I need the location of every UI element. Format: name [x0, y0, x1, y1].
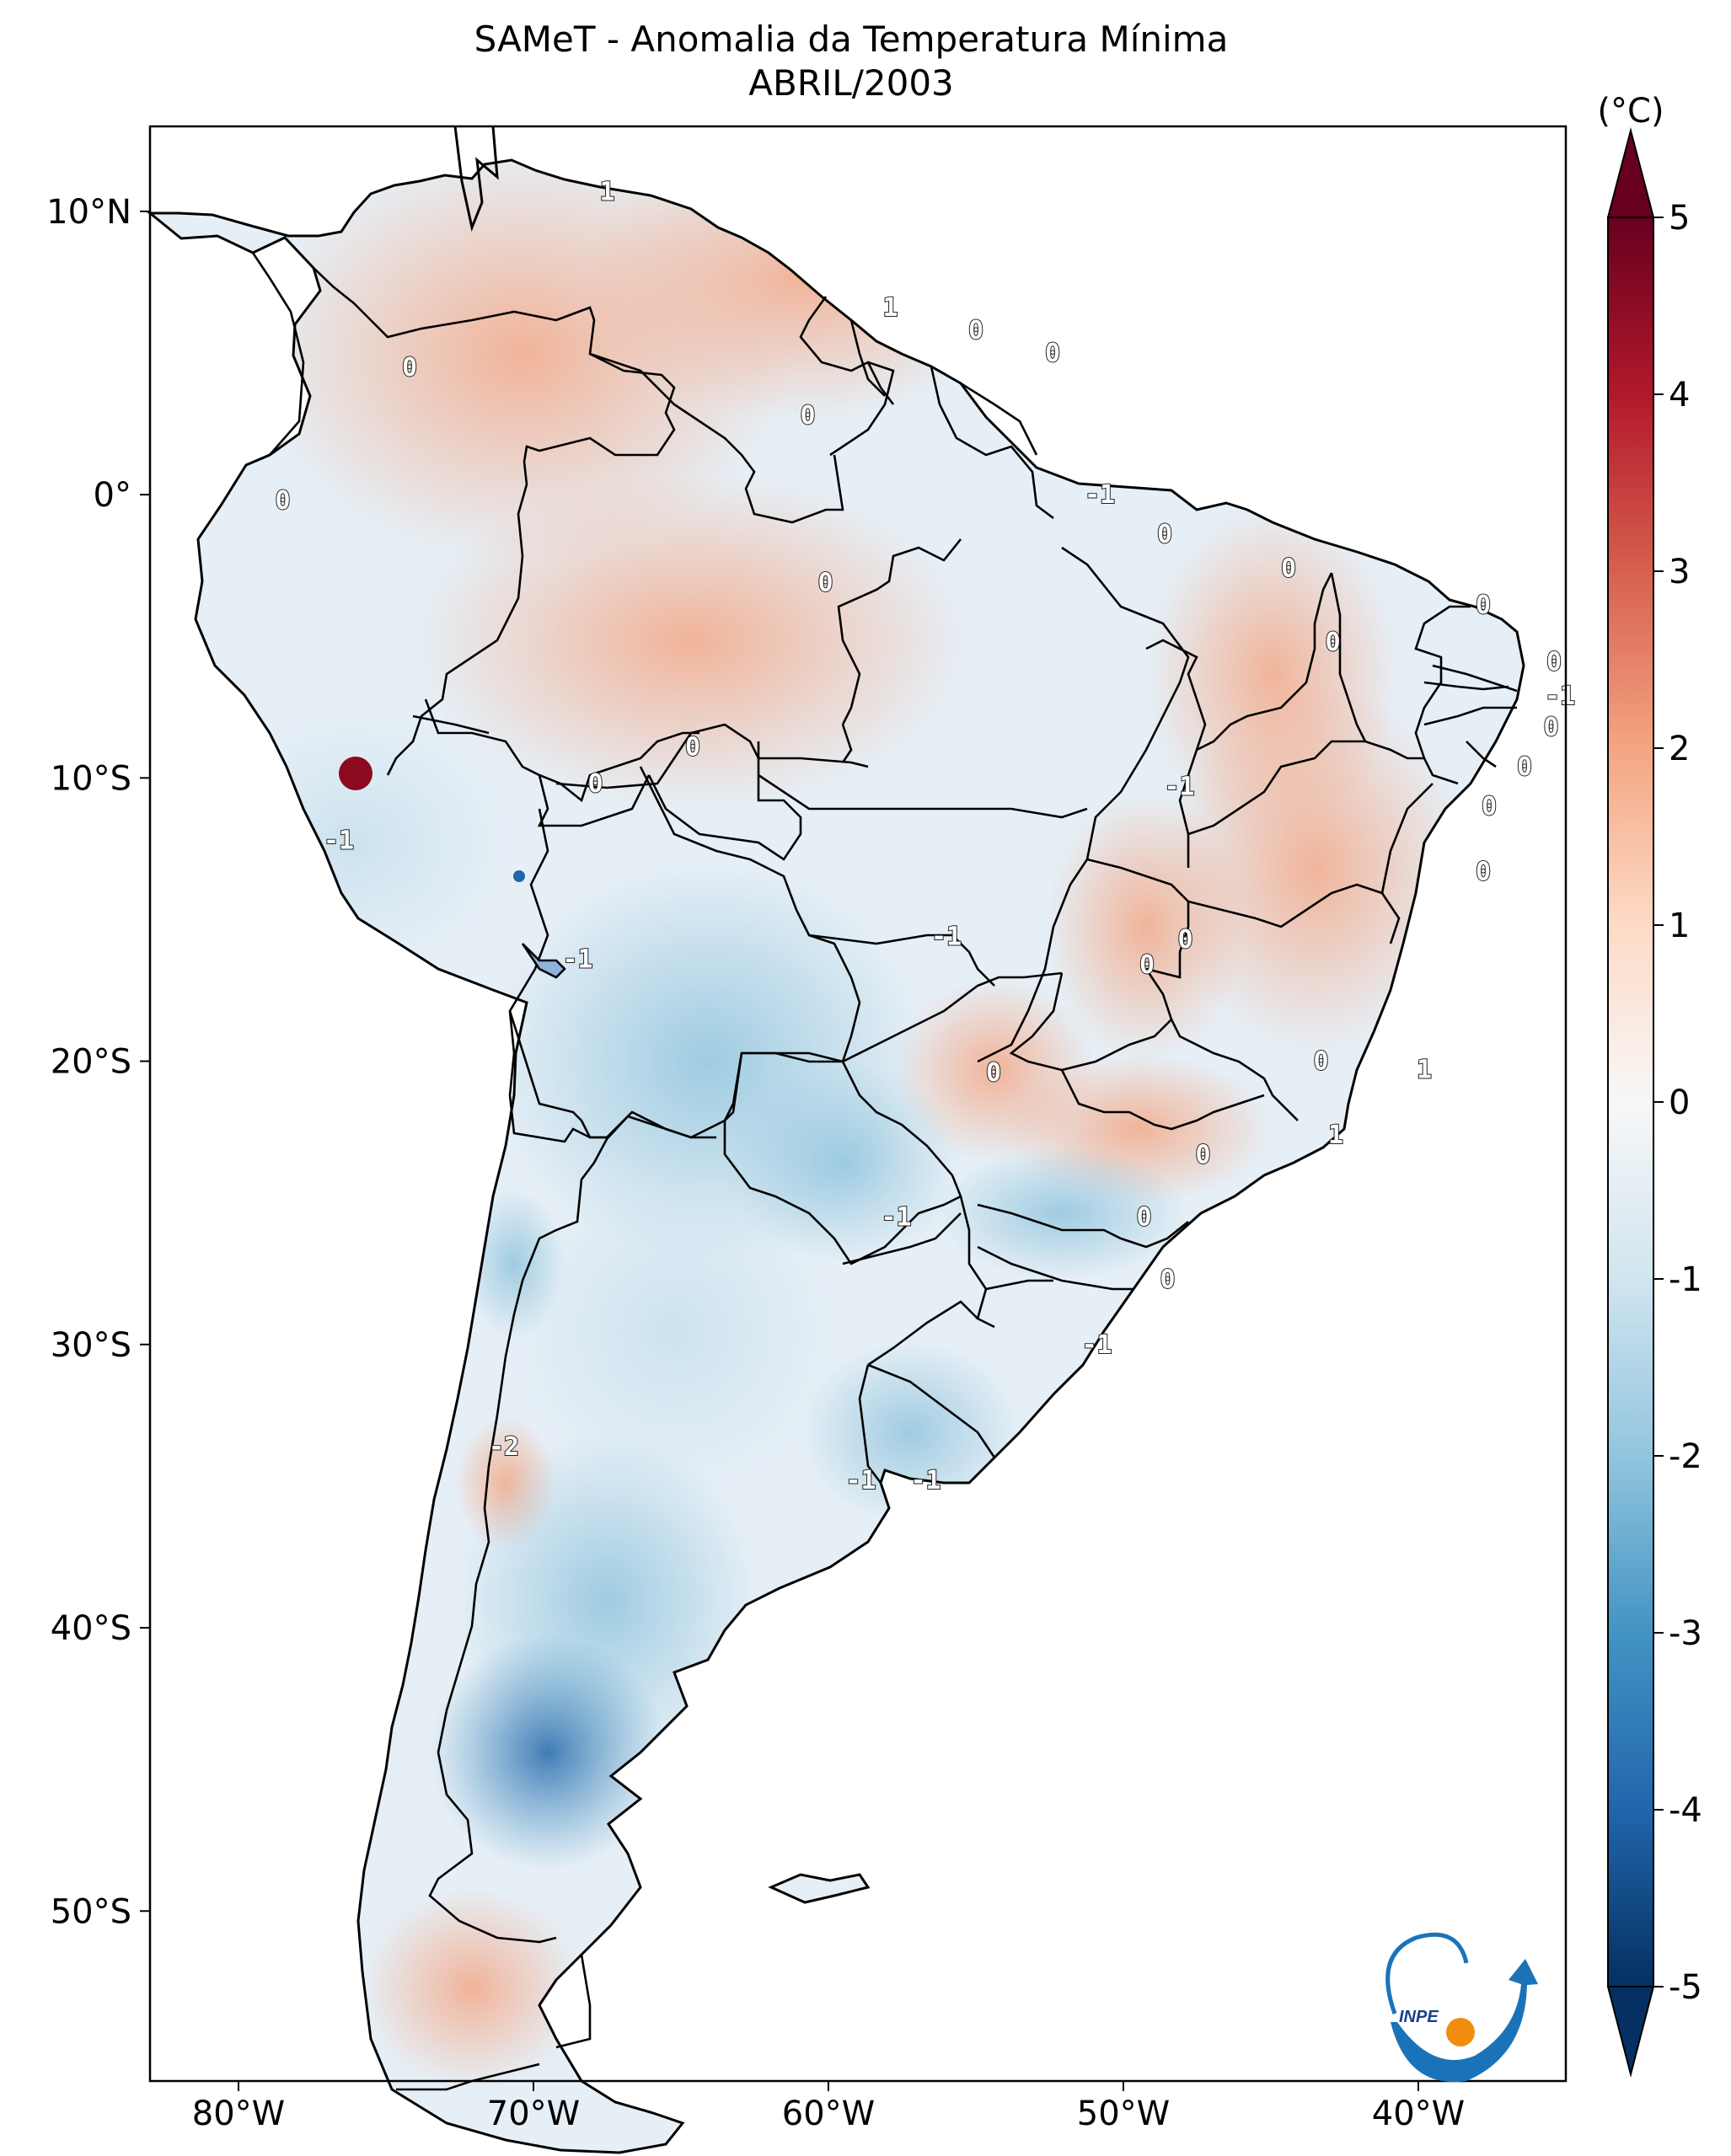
contour-label: -1	[562, 945, 592, 975]
logo-text: INPE	[1399, 2008, 1439, 2026]
contour-label: -1	[324, 826, 354, 855]
contour-label: 0	[275, 486, 290, 516]
colorbar-ticks: 5 4 3 2 1 0 -1 -2 -3 -4 -5	[1653, 199, 1702, 2007]
contour-label: 0	[587, 769, 603, 799]
caribbean-coast	[453, 126, 499, 233]
colorbar-tick-label: 3	[1669, 553, 1690, 591]
lat-label: 20°S	[51, 1043, 131, 1082]
contour-label: 1	[1417, 1056, 1432, 1085]
lon-label: 70°W	[487, 2094, 580, 2133]
lat-label: 30°S	[51, 1326, 131, 1365]
contour-label: 1	[599, 177, 614, 206]
contour-label: 0	[1546, 647, 1562, 677]
colorbar-tick-label: 2	[1669, 730, 1690, 768]
contour-label: 0	[1045, 339, 1060, 368]
contour-label: -1	[881, 1202, 911, 1232]
contour-label: 0	[817, 568, 833, 597]
latitude-labels: 10°N 0° 10°S 20°S 30°S 40°S 50°S	[46, 193, 131, 1931]
map-frame	[148, 125, 1568, 2083]
lon-label: 40°W	[1372, 2094, 1465, 2133]
contour-label: 0	[1136, 1202, 1151, 1232]
contour-label: 0	[1517, 752, 1532, 782]
lat-label: 40°S	[51, 1609, 131, 1648]
colorbar-tick-label: 0	[1669, 1083, 1690, 1122]
contour-label: 0	[968, 316, 983, 345]
contour-label: 0	[1325, 628, 1340, 657]
colorbar-unit: (°C)	[1597, 92, 1664, 131]
inpe-logo: INPE	[1385, 1932, 1538, 2083]
lat-label: 10°N	[46, 193, 131, 232]
contour-label: 0	[800, 401, 815, 431]
colorbar-min-extend	[1606, 1986, 1655, 2078]
colorbar-tick-label: -3	[1669, 1614, 1702, 1653]
contour-label: -1	[1164, 772, 1194, 801]
figure-subtitle: ABRIL/2003	[748, 62, 954, 104]
logo-sun-icon	[1446, 2018, 1475, 2046]
contour-label: 0	[685, 732, 700, 762]
contour-label: 0	[1195, 1141, 1210, 1170]
falkland-islands	[768, 1873, 871, 1904]
colorbar-tick-label: 5	[1669, 199, 1690, 238]
lon-label: 80°W	[192, 2094, 285, 2133]
contour-label: -1	[845, 1466, 876, 1495]
contour-label: 0	[1160, 1265, 1175, 1294]
colorbar-tick-label: -1	[1669, 1260, 1702, 1299]
colorbar: (°C) 5 4 3 2 1 0 -1 -2 -3 -4 -5	[1597, 92, 1702, 2078]
lat-label: 0°	[94, 476, 131, 515]
longitude-labels: 80°W 70°W 60°W 50°W 40°W	[192, 2094, 1465, 2133]
lon-label: 50°W	[1077, 2094, 1170, 2133]
colorbar-bar	[1607, 217, 1654, 1987]
colorbar-tick-label: 4	[1669, 376, 1690, 415]
logo-orbit-icon	[1385, 1932, 1469, 2014]
contour-label: -1	[1545, 682, 1575, 711]
contour-label: -1	[1081, 1330, 1112, 1360]
contour-label: 0	[1543, 713, 1558, 742]
contour-label: 0	[1157, 520, 1172, 549]
contour-label: 0	[1476, 857, 1491, 886]
country-borders	[251, 252, 1518, 2091]
contour-label: 0	[1281, 554, 1296, 584]
contour-label: 1	[1328, 1121, 1343, 1150]
contour-label: 0	[1177, 925, 1192, 955]
figure-title: SAMeT - Anomalia da Temperatura Mínima	[474, 19, 1229, 60]
contour-label: 0	[402, 353, 417, 383]
lon-label: 60°W	[782, 2094, 875, 2133]
contour-label: -2	[489, 1432, 519, 1462]
contour-label: -1	[1085, 480, 1115, 510]
contour-label: -1	[931, 923, 962, 952]
logo-swoosh-icon	[1391, 1959, 1538, 2083]
lat-label: 50°S	[51, 1892, 131, 1931]
colorbar-tick-label: -5	[1669, 1968, 1702, 2007]
contour-label: -1	[910, 1466, 941, 1495]
contour-label: 1	[882, 293, 898, 323]
lat-label: 10°S	[51, 759, 131, 798]
contour-label: 0	[1476, 591, 1491, 620]
colorbar-tick-label: -2	[1669, 1437, 1702, 1476]
colorbar-max-extend	[1606, 127, 1655, 218]
contour-label: 0	[1139, 950, 1155, 980]
axis-ticks	[140, 210, 1419, 2091]
colorbar-tick-label: 1	[1669, 907, 1690, 945]
contour-label: 0	[1482, 792, 1497, 821]
colorbar-tick-label: -4	[1669, 1791, 1702, 1830]
contour-label: 0	[1313, 1047, 1328, 1077]
contour-label: 0	[986, 1058, 1001, 1088]
